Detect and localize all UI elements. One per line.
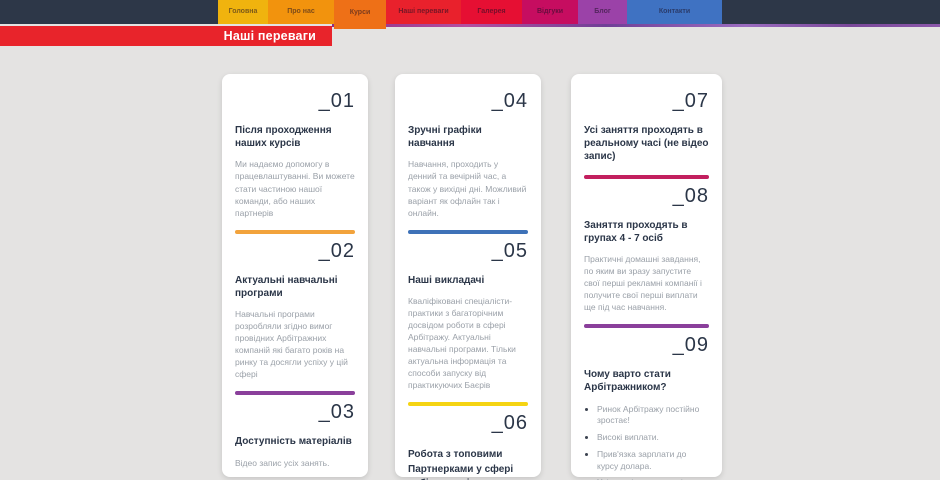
section-body: Ми надаємо допомогу в працевлаштуванні. … xyxy=(235,159,355,218)
section-number: _06 xyxy=(491,412,528,435)
section-divider xyxy=(235,229,355,234)
section-divider xyxy=(408,229,528,234)
section-title-ribbon: Наші переваги xyxy=(0,26,332,46)
nav-tab-blog[interactable]: Блог xyxy=(578,0,627,24)
nav-tab-home[interactable]: Головна xyxy=(218,0,268,24)
advantages-card-1: _01 Після проходження наших курсів Ми на… xyxy=(222,74,368,480)
nav-tab-courses[interactable]: Курси xyxy=(334,0,386,29)
section-heading: Актуальні навчальні програми xyxy=(235,274,338,299)
nav-tab-reviews[interactable]: Відгуки xyxy=(522,0,578,24)
section-number: _05 xyxy=(491,239,528,262)
section-heading: Заняття проходять в групах 4 - 7 осіб xyxy=(584,219,688,244)
section-divider xyxy=(408,402,528,407)
section-heading: Зручні графіки навчання xyxy=(408,125,482,150)
section-body: Після закінчення навчання, Ви будете мат… xyxy=(235,477,355,480)
advantages-bullet-list: Ринок Арбітражу постійно зростає! Високі… xyxy=(584,404,709,480)
advantages-card-3: _07 Усі заняття проходять в реальному ча… xyxy=(571,74,722,480)
nav-tab-contacts[interactable]: Контакти xyxy=(627,0,722,24)
section-divider xyxy=(584,174,709,179)
nav-tab-about[interactable]: Про нас xyxy=(268,0,334,24)
nav-tab-gallery[interactable]: Галерея xyxy=(461,0,522,24)
nav-tab-advantages[interactable]: Наші переваги xyxy=(386,0,461,24)
accent-strip xyxy=(332,24,940,27)
section-heading: Після проходження наших курсів xyxy=(235,125,332,150)
section-number: _04 xyxy=(491,90,528,112)
bullet-item: Прив'язка зарплати до курсу долара. xyxy=(597,449,709,472)
section-heading: Усі заняття проходять в реальному часі (… xyxy=(584,125,709,163)
section-heading: Робота з топовими Партнерками у сфері ар… xyxy=(408,449,520,480)
section-divider xyxy=(584,324,709,329)
section-number: _08 xyxy=(672,184,709,207)
advantages-card-2: _04 Зручні графіки навчання Навчання, пр… xyxy=(395,74,541,480)
section-body: Кваліфіковані спеціалісти-практики з баг… xyxy=(408,295,516,391)
nav-tabs: Головна Про нас Курси Наші переваги Гале… xyxy=(218,0,722,29)
section-body: Відео запис усіх занять. xyxy=(235,457,330,468)
bullet-item: Унікальні умови праці. xyxy=(597,477,709,480)
bullet-item: Високі виплати. xyxy=(597,432,709,443)
section-number: _01 xyxy=(318,90,355,112)
section-heading: Наші викладачі xyxy=(408,274,485,286)
section-heading: Доступність матеріалів xyxy=(235,436,352,448)
section-number: _07 xyxy=(672,90,709,112)
section-body: Навчання, проходить у денний та вечірній… xyxy=(408,159,527,218)
bullet-item: Ринок Арбітражу постійно зростає! xyxy=(597,404,709,427)
section-number: _02 xyxy=(318,239,355,262)
section-number: _09 xyxy=(672,334,709,357)
section-number: _03 xyxy=(318,401,355,424)
section-body: Практичні домашні завдання, по яким ви з… xyxy=(584,253,702,313)
section-body: Навчальні програми розробляли згідно вим… xyxy=(235,309,348,380)
section-heading: Чому варто стати Арбітражником? xyxy=(584,369,671,394)
section-divider xyxy=(235,391,355,396)
